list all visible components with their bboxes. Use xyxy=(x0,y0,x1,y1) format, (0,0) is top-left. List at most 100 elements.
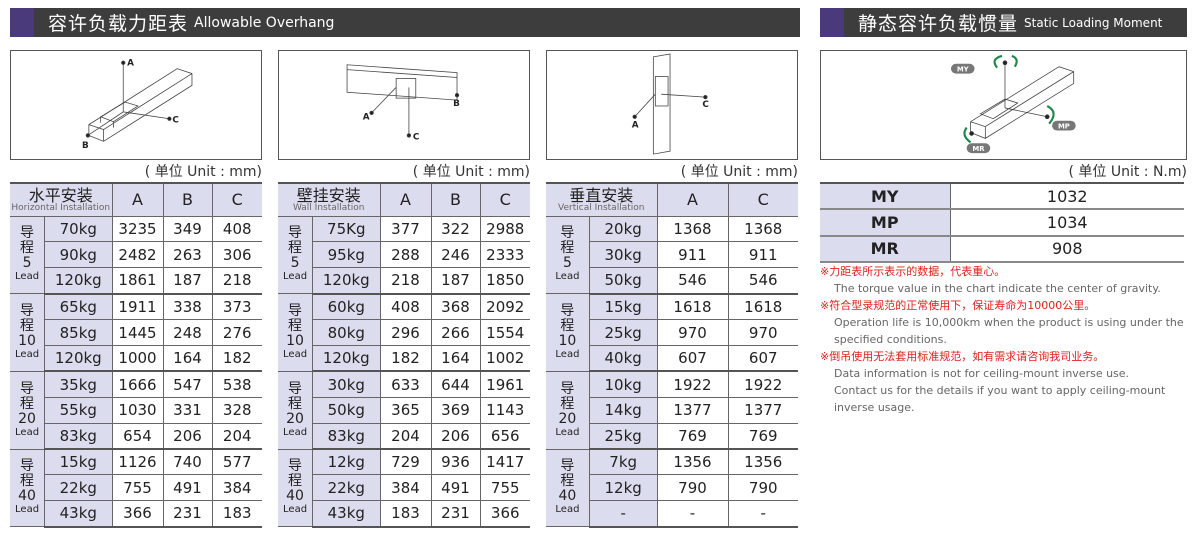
lead-zh: 程 xyxy=(560,318,575,334)
lead-zh: 程 xyxy=(560,473,575,490)
load-cell: 7kg xyxy=(589,449,658,476)
value-cell: 183 xyxy=(380,500,432,528)
value-cell: 384 xyxy=(380,474,432,502)
moment-diagram: MY MP MR xyxy=(820,50,1187,160)
table-row: 导程 5 Lead 75Kg 377 322 2988 xyxy=(278,216,530,295)
unit-label: ( 单位 Unit : mm) xyxy=(412,164,530,180)
lead-zh: 导 xyxy=(288,303,303,319)
lead-en: Lead xyxy=(283,349,308,360)
lead-cell: 导程 10 Lead xyxy=(546,293,590,372)
lead-zh: 程 xyxy=(288,473,303,490)
lead-value: 40 xyxy=(18,488,36,505)
value-cell: 546 xyxy=(657,267,729,295)
value-cell: 1618 xyxy=(657,293,729,321)
note-line: The torque value in the chart indicate t… xyxy=(834,282,1161,295)
value-cell: 644 xyxy=(431,371,481,398)
load-cell: 75Kg xyxy=(312,216,381,243)
note-line: Operation life is 10,000km when the prod… xyxy=(834,316,1184,329)
column-header: C xyxy=(728,182,798,217)
lead-value: 40 xyxy=(558,488,577,505)
value-cell: 755 xyxy=(480,474,530,502)
lead-cell: 导程 20 Lead xyxy=(278,371,314,450)
value-cell: 740 xyxy=(163,449,213,476)
load-cell: 14kg xyxy=(589,397,658,424)
label-b: B xyxy=(453,99,460,109)
moment-header: 静态容许负载惯量 Static Loading Moment xyxy=(820,8,1187,37)
overhang-title-zh: 容许负载力距表 xyxy=(48,13,189,35)
lead-zh: 导 xyxy=(560,303,575,319)
table-row: 导程 5 Lead 70kg 3235 349 408 xyxy=(10,216,262,295)
lead-en: Lead xyxy=(15,504,40,516)
load-cell: 50kg xyxy=(312,397,381,424)
lead-value: 20 xyxy=(286,410,304,427)
install-type-en: Horizontal Installation xyxy=(11,202,111,213)
lead-en: Lead xyxy=(283,426,308,438)
load-cell: 10kg xyxy=(589,371,658,398)
value-cell: 366 xyxy=(480,500,530,528)
value-cell: 2988 xyxy=(480,216,530,243)
table-row: 43kg 366 231 183 xyxy=(10,500,262,528)
moment-value: 1032 xyxy=(950,181,1184,211)
value-cell: 1961 xyxy=(480,371,530,398)
value-cell: 1000 xyxy=(112,345,164,373)
value-cell: 2092 xyxy=(480,293,530,321)
lead-value: 5 xyxy=(22,255,32,272)
value-cell: 187 xyxy=(163,267,213,295)
lead-zh: 程 xyxy=(20,318,35,334)
table-row: 90kg 2482 263 306 xyxy=(10,241,262,269)
value-cell: 266 xyxy=(431,319,481,346)
value-cell: - xyxy=(728,500,798,528)
value-cell: 2333 xyxy=(480,241,530,269)
lead-en: Lead xyxy=(283,271,308,283)
value-cell: 365 xyxy=(380,397,432,424)
value-cell: 263 xyxy=(163,241,213,269)
value-cell: 369 xyxy=(431,397,481,424)
load-cell: 83kg xyxy=(44,423,113,451)
value-cell: 349 xyxy=(163,216,213,243)
load-cell: 12kg xyxy=(589,474,658,502)
table-row: 40kg 607 607 xyxy=(546,345,798,373)
value-cell: 187 xyxy=(431,267,481,295)
lead-en: Lead xyxy=(555,504,580,516)
table-row: 导程 20 Lead 35kg 1666 547 538 xyxy=(10,371,262,450)
moment-row: MP 1034 xyxy=(820,209,1184,237)
lead-zh: 程 xyxy=(288,318,303,334)
moment-value: 1034 xyxy=(950,209,1184,237)
lead-zh: 导 xyxy=(20,225,35,242)
load-cell: 25kg xyxy=(589,423,658,451)
install-type-en: Wall Installation xyxy=(292,202,365,213)
value-cell: 2482 xyxy=(112,241,164,269)
moment-value: 908 xyxy=(950,235,1184,263)
wall-diagram: A C B xyxy=(278,50,530,160)
table-row: 12kg 790 790 xyxy=(546,474,798,502)
lead-zh: 导 xyxy=(20,380,35,397)
value-cell: 408 xyxy=(212,216,262,243)
label-a: A xyxy=(363,113,370,123)
value-cell: 3235 xyxy=(112,216,164,243)
load-cell: 80kg xyxy=(312,319,381,346)
install-type-header: 壁挂安装 Wall Installation xyxy=(278,182,381,217)
value-cell: 1126 xyxy=(112,449,164,476)
value-cell: 656 xyxy=(480,423,530,451)
value-cell: 328 xyxy=(212,397,262,424)
value-cell: 607 xyxy=(728,345,798,373)
load-cell: 85kg xyxy=(44,319,113,346)
load-cell: 120kg xyxy=(44,267,113,295)
lead-zh: 程 xyxy=(20,473,35,490)
lead-zh: 导 xyxy=(20,303,35,319)
lead-cell: 导程 20 Lead xyxy=(546,371,590,450)
lead-zh: 导 xyxy=(288,458,303,475)
column-header: A xyxy=(380,182,432,217)
value-cell: 306 xyxy=(212,241,262,269)
table-row: 导程 10 Lead 65kg 1911 338 373 xyxy=(10,293,262,372)
value-cell: 1922 xyxy=(728,371,798,398)
value-cell: 1377 xyxy=(728,397,798,424)
value-cell: 373 xyxy=(212,293,262,321)
moment-title-en: Static Loading Moment xyxy=(1024,15,1163,30)
value-cell: 1030 xyxy=(112,397,164,424)
accent-block xyxy=(820,8,844,37)
value-cell: 936 xyxy=(431,449,481,476)
moment-row: MR 908 xyxy=(820,235,1184,263)
value-cell: 204 xyxy=(380,423,432,451)
note-line: ※符合型录规范的正常使用下，保证寿命为10000公里。 xyxy=(820,299,1096,312)
